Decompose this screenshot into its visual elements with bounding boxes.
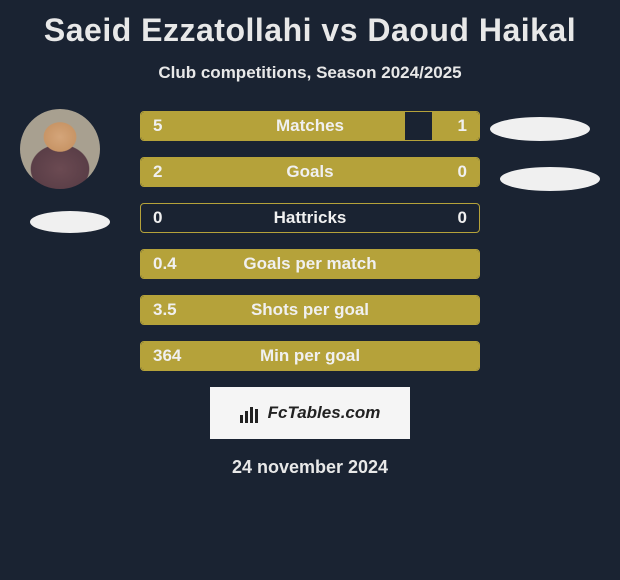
stat-value-left: 3.5 — [153, 300, 177, 320]
player2-placeholder-2 — [500, 167, 600, 191]
stat-bar-row: 2 Goals 0 — [140, 157, 480, 187]
logo-text: FcTables.com — [268, 403, 381, 423]
stat-bar-fill-right — [432, 112, 479, 140]
date-text: 24 november 2024 — [0, 457, 620, 478]
stat-label: Goals per match — [243, 254, 376, 274]
fctables-icon — [240, 403, 262, 423]
subtitle: Club competitions, Season 2024/2025 — [0, 63, 620, 83]
comparison-content: 5 Matches 1 2 Goals 0 0 Hattricks 0 0.4 Goals per … — [0, 111, 620, 478]
player2-placeholder-1 — [490, 117, 590, 141]
player1-avatar — [20, 109, 100, 189]
player1-name: Saeid Ezzatollahi — [44, 12, 312, 48]
player2-name: Daoud Haikal — [367, 12, 576, 48]
stat-bar-row: 5 Matches 1 — [140, 111, 480, 141]
stat-label: Matches — [276, 116, 344, 136]
stat-bar-row: 3.5 Shots per goal — [140, 295, 480, 325]
player1-placeholder — [30, 211, 110, 233]
stat-bar-row: 0.4 Goals per match — [140, 249, 480, 279]
stat-value-left: 364 — [153, 346, 181, 366]
stat-value-left: 2 — [153, 162, 162, 182]
stat-value-right: 0 — [458, 162, 467, 182]
stat-value-left: 0.4 — [153, 254, 177, 274]
stat-label: Hattricks — [274, 208, 347, 228]
stat-label: Goals — [286, 162, 333, 182]
stat-label: Shots per goal — [251, 300, 369, 320]
stat-bar-fill-left — [141, 112, 405, 140]
stat-value-left: 5 — [153, 116, 162, 136]
stat-value-left: 0 — [153, 208, 162, 228]
stat-label: Min per goal — [260, 346, 360, 366]
comparison-title: Saeid Ezzatollahi vs Daoud Haikal — [0, 0, 620, 49]
stat-bars: 5 Matches 1 2 Goals 0 0 Hattricks 0 0.4 Goals per … — [140, 111, 480, 371]
stat-bar-row: 0 Hattricks 0 — [140, 203, 480, 233]
stat-value-right: 1 — [458, 116, 467, 136]
stat-value-right: 0 — [458, 208, 467, 228]
logo-box: FcTables.com — [210, 387, 410, 439]
stat-bar-row: 364 Min per goal — [140, 341, 480, 371]
vs-text: vs — [321, 12, 358, 48]
